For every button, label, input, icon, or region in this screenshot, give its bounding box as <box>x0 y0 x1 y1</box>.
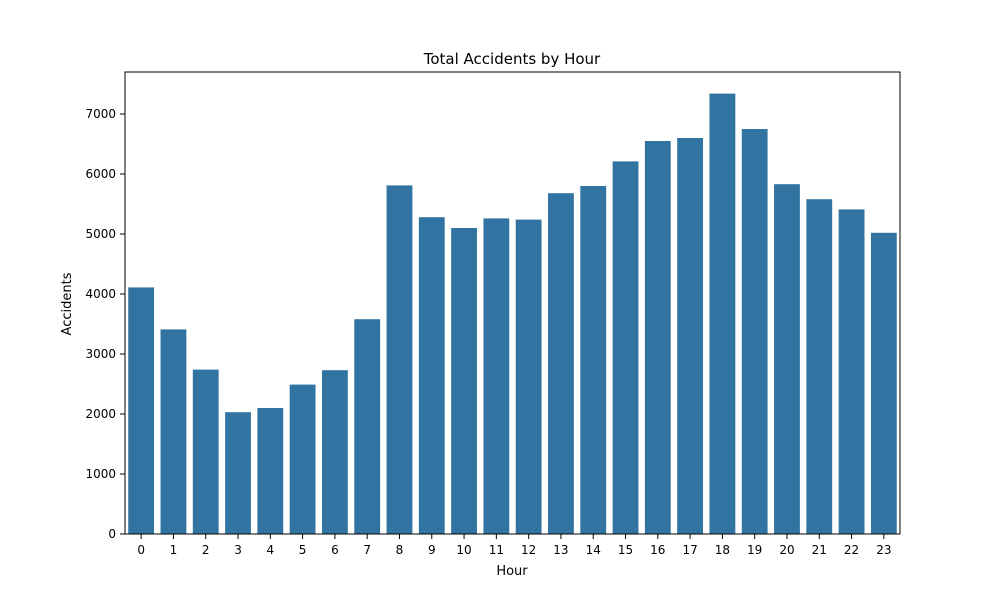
x-tick-label: 4 <box>266 543 274 557</box>
x-tick-label: 11 <box>489 543 504 557</box>
plot-frame <box>124 71 901 535</box>
y-tick-label: 1000 <box>85 467 116 481</box>
x-tick-label: 6 <box>331 543 339 557</box>
x-tick-label: 7 <box>363 543 371 557</box>
x-tick-label: 12 <box>521 543 536 557</box>
bar-hour-1 <box>160 329 187 534</box>
bar-hour-20 <box>774 184 800 534</box>
x-tick-label: 22 <box>844 543 859 557</box>
y-tick-label: 4000 <box>85 287 116 301</box>
bar-hour-18 <box>709 93 736 534</box>
x-tick-label: 0 <box>137 543 145 557</box>
bar-hour-22 <box>838 209 865 534</box>
bar-hour-8 <box>386 185 413 534</box>
x-tick-label: 9 <box>428 543 436 557</box>
x-tick-label: 13 <box>553 543 568 557</box>
x-tick-label: 8 <box>396 543 404 557</box>
bars-group <box>128 93 897 535</box>
bar-hour-6 <box>321 370 348 534</box>
bar-hour-2 <box>192 369 219 534</box>
y-tick-label: 7000 <box>85 107 116 121</box>
x-tick-label: 16 <box>650 543 665 557</box>
bar-hour-12 <box>515 219 542 534</box>
y-tick-label: 2000 <box>85 407 116 421</box>
bar-hour-11 <box>483 218 510 534</box>
x-tick-label: 18 <box>715 543 730 557</box>
y-axis-ticks: 0 1000 2000 3000 4000 5000 6000 7000 <box>85 107 125 541</box>
chart-title: Total Accidents by Hour <box>423 50 601 68</box>
bar-hour-4 <box>257 408 284 534</box>
bar-hour-3 <box>225 412 251 534</box>
y-tick-label: 3000 <box>85 347 116 361</box>
x-axis-ticks: 0 1 2 3 4 5 6 7 8 9 10 11 12 13 14 15 16 17 18 19 20 21 22 23 <box>137 534 891 557</box>
bar-hour-23 <box>870 232 897 535</box>
bar-hour-9 <box>418 217 445 534</box>
bar-hour-5 <box>289 384 316 534</box>
bar-hour-14 <box>580 186 607 534</box>
bar-hour-13 <box>548 193 574 534</box>
x-tick-label: 14 <box>586 543 601 557</box>
x-tick-label: 2 <box>202 543 210 557</box>
y-tick-label: 6000 <box>85 167 116 181</box>
bar-hour-16 <box>644 141 671 534</box>
bar-hour-7 <box>354 319 381 534</box>
bar-hour-17 <box>677 138 704 534</box>
y-axis-label: Accidents <box>60 272 75 335</box>
bar-hour-15 <box>612 161 639 534</box>
x-tick-label: 23 <box>876 543 891 557</box>
y-tick-label: 5000 <box>85 227 116 241</box>
x-tick-label: 19 <box>747 543 762 557</box>
x-tick-label: 5 <box>299 543 307 557</box>
x-tick-label: 17 <box>682 543 697 557</box>
x-tick-label: 3 <box>234 543 242 557</box>
bar-hour-19 <box>741 129 768 534</box>
x-tick-label: 10 <box>456 543 471 557</box>
bar-hour-0 <box>128 287 155 534</box>
x-tick-label: 21 <box>812 543 827 557</box>
x-tick-label: 20 <box>779 543 794 557</box>
x-axis-label: Hour <box>496 564 528 579</box>
x-tick-label: 15 <box>618 543 633 557</box>
bar-hour-21 <box>806 199 833 534</box>
x-tick-label: 1 <box>170 543 178 557</box>
y-tick-label: 0 <box>108 527 116 541</box>
bar-hour-10 <box>451 228 477 534</box>
